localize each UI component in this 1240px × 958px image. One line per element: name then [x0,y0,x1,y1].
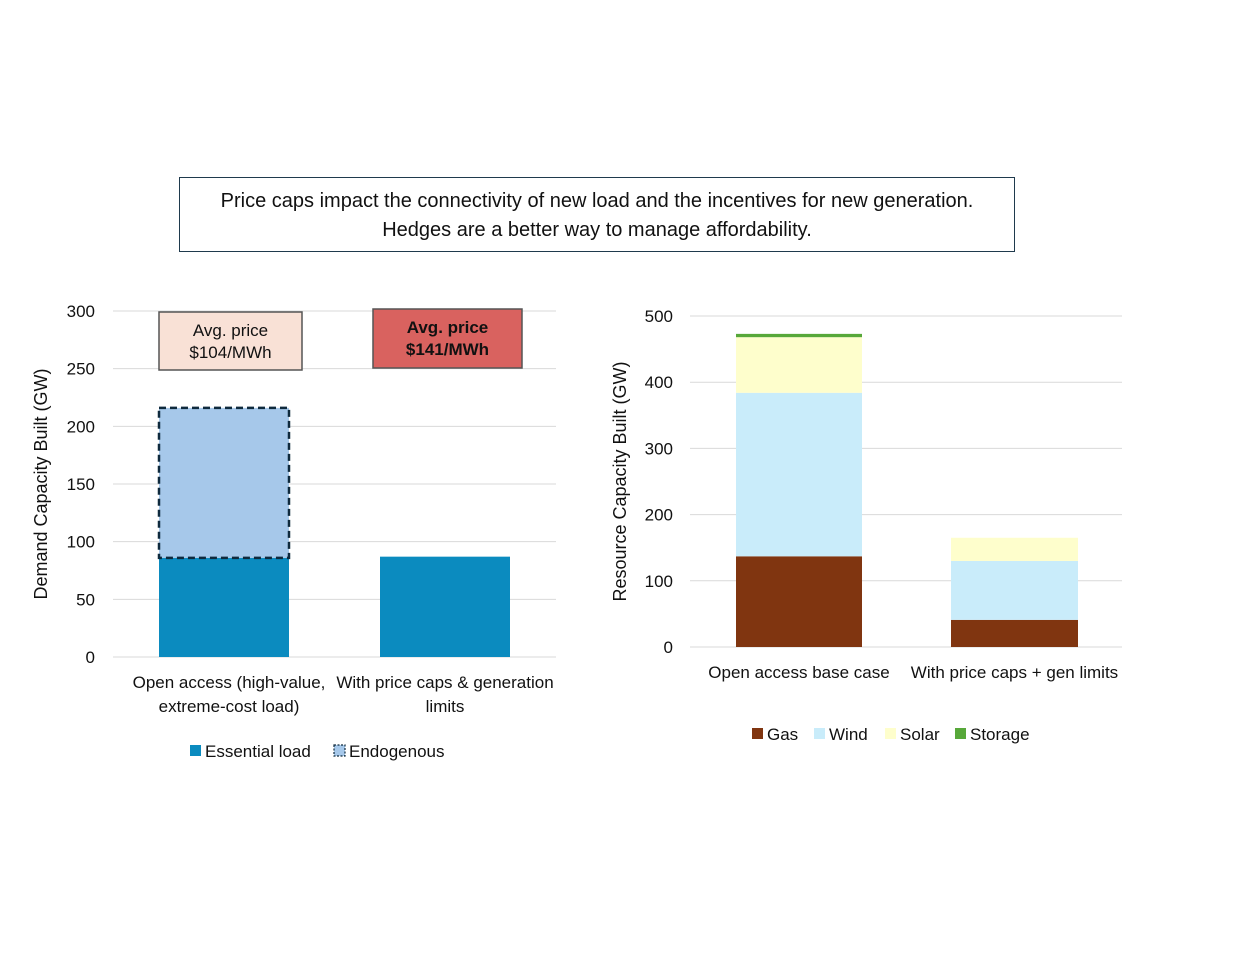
headline-box: Price caps impact the connectivity of ne… [179,177,1015,252]
headline-line-1: Price caps impact the connectivity of ne… [220,190,974,212]
bar-segment-wind [951,560,1078,620]
y-axis-label: Resource Capacity Built (GW) [610,361,630,601]
legend-swatch [955,728,966,739]
category-label: limits [426,697,465,716]
price-annotation-box [372,308,523,369]
bar-segment-storage [736,333,862,338]
legend-label: Storage [970,725,1030,744]
bar-segment-gas [736,556,862,647]
legend-label: Solar [900,725,940,744]
category-label: Open access base case [708,663,889,682]
y-tick-label: 400 [645,373,673,392]
legend-label: Gas [767,725,798,744]
price-annotation-text: $141/MWh [406,340,489,359]
bar-segment-essential-load [159,557,289,657]
category-label: extreme-cost load) [159,697,300,716]
bar-segment-gas [951,619,1078,647]
category-label: With price caps & generation [336,673,553,692]
legend-swatch [190,745,201,756]
legend-label: Wind [829,725,868,744]
price-annotation-box [158,311,303,371]
y-tick-label: 250 [67,360,95,379]
bar-segment-solar [951,537,1078,561]
legend-swatch [814,728,825,739]
y-tick-label: 0 [664,638,673,657]
y-tick-label: 200 [645,506,673,525]
y-tick-label: 150 [67,475,95,494]
y-tick-label: 300 [645,439,673,458]
y-tick-label: 200 [67,417,95,436]
bar-segment-solar [736,337,862,393]
price-annotation-text: Avg. price [407,318,489,337]
category-label: With price caps + gen limits [911,663,1118,682]
y-tick-label: 300 [67,302,95,321]
legend-label: Essential load [205,742,311,761]
price-annotation-text: $104/MWh [189,343,271,362]
headline-line-2: Hedges are a better way to manage afford… [382,219,812,241]
bar-segment-endogenous [157,406,291,560]
legend-swatch [752,728,763,739]
legend-swatch [885,728,896,739]
y-tick-label: 0 [86,648,95,667]
y-tick-label: 100 [67,533,95,552]
y-tick-label: 100 [645,572,673,591]
bar-segment-wind [736,392,862,557]
legend-label: Endogenous [349,742,444,761]
price-annotation-text: Avg. price [193,321,268,340]
y-tick-label: 500 [645,307,673,326]
legend-swatch [333,744,346,757]
category-label: Open access (high-value, [133,673,326,692]
bar-segment-essential-load [380,556,510,657]
y-axis-label: Demand Capacity Built (GW) [31,368,51,599]
y-tick-label: 50 [76,590,95,609]
